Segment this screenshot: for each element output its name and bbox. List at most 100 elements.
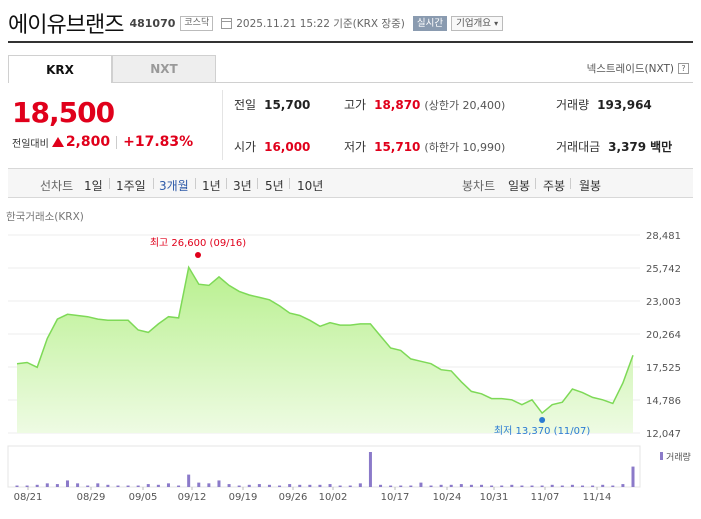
candle-chart-label: 봉차트	[462, 179, 496, 193]
period-divider	[195, 178, 196, 189]
volume-bar	[156, 484, 160, 487]
volume-bar	[267, 484, 271, 487]
volume-bar	[298, 484, 302, 487]
volume-bar	[187, 474, 191, 487]
x-tick-label: 09/26	[279, 492, 308, 503]
volume-bar	[237, 485, 241, 487]
price-line	[16, 265, 634, 415]
stat-unit: 백만	[650, 140, 673, 154]
volume-bar	[55, 484, 59, 487]
price-change: 전일대비 2,800 +17.83%	[12, 134, 193, 150]
exchange-tabs: KRX NXT	[8, 55, 216, 83]
stat-trade-value: 거래대금 3,379 백만	[556, 138, 672, 155]
stat-value: 16,000	[264, 140, 311, 154]
y-tick-label: 17,525	[646, 363, 681, 374]
volume-bar	[530, 485, 534, 487]
volume-bar	[480, 484, 484, 487]
stats-divider	[222, 90, 223, 160]
volume-bar	[550, 484, 554, 487]
period-bar: 선차트 1일 1주일 3개월 1년 3년 5년 10년 봉차트 일봉 주봉 월봉	[8, 168, 693, 198]
tab-nxt[interactable]: NXT	[112, 55, 216, 83]
volume-bar	[601, 484, 605, 487]
price-area	[17, 267, 633, 433]
change-divider	[116, 135, 118, 149]
volume-bar	[368, 452, 372, 487]
volume-bar	[96, 483, 100, 487]
volume-bar	[288, 484, 292, 487]
volume-legend-swatch	[660, 452, 663, 460]
volume-panel	[7, 445, 641, 488]
x-tick-label: 08/29	[77, 492, 106, 503]
volume-bar	[379, 484, 383, 487]
stat-label: 전일	[234, 98, 257, 112]
volume-bar	[560, 485, 564, 487]
calendar-icon	[221, 17, 233, 29]
x-tick-label: 11/14	[583, 492, 612, 503]
x-tick-label: 10/17	[381, 492, 410, 503]
y-tick-label: 14,786	[646, 396, 681, 407]
volume-bar	[449, 484, 453, 487]
volume-bar	[35, 484, 39, 487]
help-icon[interactable]: ?	[678, 63, 689, 74]
x-tick-label: 11/07	[531, 492, 560, 503]
period-3m[interactable]: 3개월	[159, 179, 189, 193]
stat-volume: 거래량 193,964	[556, 96, 652, 113]
company-name: 에이유브랜즈	[8, 13, 124, 38]
period-divider	[535, 178, 536, 189]
volume-bar	[490, 485, 494, 487]
candle-weekly[interactable]: 주봉	[543, 179, 566, 193]
volume-bar	[318, 484, 322, 487]
period-divider	[226, 178, 227, 189]
stock-code: 481070	[129, 16, 176, 30]
volume-bar	[76, 483, 80, 487]
stat-value: 15,700	[264, 98, 311, 112]
volume-bar	[257, 484, 261, 487]
period-1d[interactable]: 1일	[84, 179, 103, 193]
volume-bar	[439, 484, 443, 487]
x-tick-label: 10/24	[433, 492, 462, 503]
volume-bar	[106, 484, 110, 487]
volume-bar	[146, 484, 150, 487]
period-1y[interactable]: 1년	[202, 179, 221, 193]
volume-bar	[469, 484, 473, 487]
exchange-label: 한국거래소(KRX)	[6, 211, 84, 223]
period-3y[interactable]: 3년	[233, 179, 252, 193]
stat-label: 거래대금	[556, 140, 601, 154]
volume-bar	[197, 482, 201, 487]
volume-bar	[227, 484, 231, 487]
x-tick-label: 09/19	[229, 492, 258, 503]
volume-legend-label: 거래량	[666, 451, 691, 463]
company-overview-label: 기업개요	[456, 17, 492, 29]
stat-value: 18,870	[374, 98, 421, 112]
nextrade-link[interactable]: 넥스트레이드(NXT) ?	[587, 61, 689, 76]
period-10y[interactable]: 10년	[297, 179, 324, 193]
stat-label: 시가	[234, 140, 257, 154]
volume-bar	[621, 484, 625, 487]
stat-open: 시가 16,000	[234, 138, 310, 155]
y-tick-label: 20,264	[646, 330, 681, 341]
volume-bar	[500, 485, 504, 487]
tab-krx[interactable]: KRX	[8, 55, 112, 83]
change-percent: +17.83%	[123, 134, 194, 150]
y-tick-label: 28,481	[646, 231, 681, 242]
candle-daily[interactable]: 일봉	[508, 179, 531, 193]
period-5y[interactable]: 5년	[265, 179, 284, 193]
realtime-button[interactable]: 실시간	[412, 15, 448, 31]
volume-bar	[591, 485, 595, 487]
volume-bar	[65, 480, 69, 487]
period-1w[interactable]: 1주일	[116, 179, 146, 193]
volume-bar	[166, 483, 170, 487]
x-tick-label: 10/02	[319, 492, 348, 503]
volume-bar	[177, 485, 181, 487]
volume-bar	[116, 485, 120, 487]
y-tick-label: 25,742	[646, 264, 681, 275]
volume-bar	[308, 484, 312, 487]
volume-bar	[419, 482, 423, 487]
x-tick-label: 09/05	[129, 492, 158, 503]
candle-monthly[interactable]: 월봉	[579, 179, 602, 193]
low-label: 최저 13,370 (11/07)	[494, 425, 590, 437]
volume-bar	[399, 485, 403, 487]
company-overview-button[interactable]: 기업개요 ▾	[451, 15, 504, 31]
stat-value: 15,710	[374, 140, 421, 154]
